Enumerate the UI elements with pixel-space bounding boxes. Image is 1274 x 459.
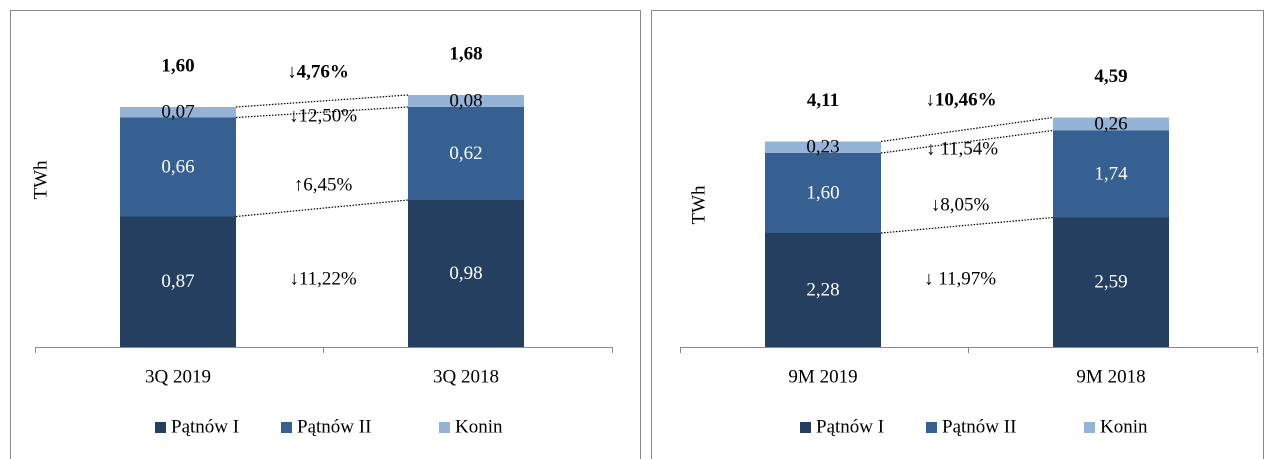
panel-border xyxy=(10,10,641,459)
y-axis-label: TWh xyxy=(688,185,709,225)
bar-segment xyxy=(120,117,236,217)
value-label: 2,59 xyxy=(1094,272,1127,293)
y-axis-label: TWh xyxy=(30,160,51,200)
legend-swatch xyxy=(800,422,811,433)
bar-segment xyxy=(408,95,524,107)
annotation: ↓4,76% xyxy=(287,61,349,82)
annotation: ↓ 11,54% xyxy=(926,138,998,159)
x-tick-label: 9M 2019 xyxy=(788,366,857,387)
total-label: 4,59 xyxy=(1094,66,1127,87)
value-label: 0,26 xyxy=(1094,113,1127,134)
value-label: 0,23 xyxy=(806,137,839,158)
annotation: ↓10,46% xyxy=(925,89,996,110)
value-label: 0,87 xyxy=(161,271,194,292)
connector xyxy=(880,216,1054,234)
bar-segment xyxy=(1053,130,1169,218)
x-tick-label: 3Q 2018 xyxy=(433,366,499,387)
legend-label: Konin xyxy=(455,416,503,437)
total-label: 4,11 xyxy=(807,90,839,111)
bar-segment xyxy=(120,107,236,118)
legend-label: Konin xyxy=(1100,416,1148,437)
value-label: 1,60 xyxy=(806,182,839,203)
legend-swatch xyxy=(281,422,292,433)
connector xyxy=(880,116,1054,143)
value-label: 0,98 xyxy=(449,263,482,284)
legend-label: Pątnów II xyxy=(942,416,1016,437)
x-tick-label: 3Q 2019 xyxy=(145,366,211,387)
value-label: 0,07 xyxy=(161,102,194,123)
legend-label: Pątnów I xyxy=(816,416,884,437)
bar-segment xyxy=(765,153,881,233)
x-tick-label: 9M 2018 xyxy=(1076,366,1145,387)
legend-swatch xyxy=(1084,422,1095,433)
bar-segment xyxy=(408,107,524,200)
panel-border xyxy=(651,10,1264,459)
connector xyxy=(880,129,1054,154)
bar-segment xyxy=(120,216,236,347)
value-label: 1,74 xyxy=(1094,163,1128,184)
annotation: ↑6,45% xyxy=(294,174,353,195)
connector xyxy=(235,199,409,218)
value-label: 0,08 xyxy=(449,90,482,111)
legend-swatch xyxy=(155,422,166,433)
annotation: ↓8,05% xyxy=(931,194,990,215)
total-label: 1,60 xyxy=(161,55,194,76)
value-label: 0,62 xyxy=(449,143,482,164)
annotation: ↓ 11,97% xyxy=(924,268,996,289)
legend-label: Pątnów I xyxy=(171,416,239,437)
total-label: 1,68 xyxy=(449,43,482,64)
bar-segment xyxy=(1053,117,1169,131)
bar-segment xyxy=(408,200,524,347)
legend-swatch xyxy=(439,422,450,433)
annotation: ↓11,22% xyxy=(289,268,357,289)
legend-swatch xyxy=(926,422,937,433)
bar-segment xyxy=(765,141,881,153)
value-label: 2,28 xyxy=(806,279,839,300)
bar-segment xyxy=(1053,217,1169,347)
annotation: ↓12,50% xyxy=(289,105,357,126)
bar-segment xyxy=(765,233,881,347)
legend-label: Pątnów II xyxy=(297,416,371,437)
value-label: 0,66 xyxy=(161,156,194,177)
